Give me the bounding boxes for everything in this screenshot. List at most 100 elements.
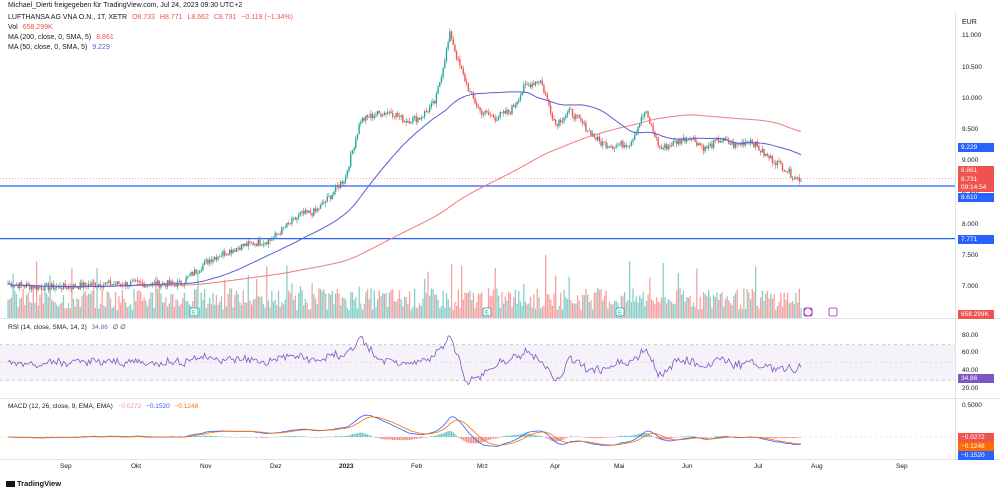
candle [459, 59, 461, 66]
candle [410, 122, 412, 124]
volume-bar [116, 309, 118, 318]
volume-bar [388, 292, 391, 318]
macd-histogram-bar [513, 434, 515, 437]
volume-bar [778, 301, 780, 318]
volume-bar [780, 292, 782, 318]
volume-bar [197, 273, 199, 318]
volume-bar [729, 303, 732, 318]
volume-bar [602, 300, 604, 318]
candle [432, 100, 434, 104]
volume-bar [548, 294, 550, 318]
candle [749, 139, 752, 144]
macd-histogram-bar [578, 436, 580, 437]
candle [620, 141, 622, 145]
volume-bar [259, 296, 261, 318]
macd-histogram-bar [598, 437, 600, 438]
macd-legend: MACD (12, 26, close, 9, EMA, EMA) −0.027… [8, 403, 198, 410]
volume-bar [203, 289, 206, 318]
candle [731, 142, 733, 145]
macd-histogram-bar [393, 437, 395, 441]
candle [425, 111, 428, 113]
candle [124, 282, 127, 286]
ma50-line [7, 91, 802, 288]
volume-bar [210, 303, 212, 318]
volume-bar [783, 292, 785, 318]
candle [34, 285, 36, 289]
macd-histogram-bar [687, 436, 689, 437]
candle [729, 143, 732, 145]
rsi-tag: 34.86 [958, 374, 994, 383]
macd-histogram-bar [575, 436, 577, 437]
macd-histogram-bar [361, 432, 364, 437]
macd-hist-tag: −0.0272 [958, 433, 994, 442]
macd-histogram-bar [555, 437, 557, 442]
volume-bar [264, 307, 266, 318]
candle [98, 284, 100, 287]
volume-bar [266, 266, 268, 318]
volume-bar [639, 295, 641, 318]
candle [662, 147, 664, 149]
macd-histogram-bar [435, 435, 437, 437]
volume-bar [455, 305, 458, 318]
volume-bar [640, 298, 643, 318]
time-tick-label: Mrz [477, 463, 488, 470]
macd-histogram-bar [400, 437, 402, 440]
macd-histogram-bar [413, 437, 416, 439]
candle [612, 146, 614, 149]
volume-bar [580, 309, 582, 318]
candle [489, 114, 491, 116]
macd-histogram-bar [550, 437, 552, 441]
volume-bar [217, 304, 219, 318]
volume-bar [736, 289, 738, 318]
earnings-marker-icon [482, 307, 492, 317]
volume-bar [593, 292, 596, 318]
macd-histogram-bar [623, 435, 626, 437]
candle [672, 141, 674, 147]
volume-bar [684, 301, 686, 318]
macd-histogram-bar [662, 437, 664, 441]
candle [170, 281, 172, 285]
candle [114, 283, 117, 285]
candle [734, 143, 737, 148]
candle [77, 287, 80, 290]
volume-bar [637, 302, 639, 318]
macd-label: MACD (12, 26, close, 9, EMA, EMA) [8, 403, 113, 410]
earnings-marker-icon [615, 307, 625, 317]
volume-bar [724, 299, 727, 318]
candle [600, 141, 602, 146]
volume-bar [432, 289, 434, 318]
macd-histogram-bar [657, 437, 659, 440]
candle [583, 122, 585, 124]
volume-bar [659, 302, 661, 318]
volume-bar [408, 291, 411, 318]
tradingview-logo[interactable]: TradingView [6, 479, 61, 488]
macd-histogram-bar [377, 437, 379, 438]
candle [706, 146, 708, 149]
macd-signal-value: −0.1248 [174, 403, 199, 410]
time-tick-label: Feb [411, 463, 423, 470]
volume-bar [301, 290, 303, 318]
candle [764, 153, 767, 156]
volume-bar [739, 304, 742, 318]
volume-bar [696, 268, 698, 318]
macd-histogram-bar [459, 437, 461, 439]
volume-bar [61, 302, 63, 318]
volume-bar [429, 295, 431, 318]
volume-bar [713, 294, 715, 318]
volume-bar [471, 299, 473, 318]
candle [134, 280, 137, 282]
volume-bar [161, 302, 164, 318]
volume-bar [257, 296, 260, 318]
macd-histogram-bar [407, 437, 409, 441]
candle [702, 145, 705, 152]
volume-bar [770, 293, 772, 318]
macd-histogram-bar [261, 437, 263, 438]
candle [430, 103, 433, 107]
volume-bar [336, 288, 338, 318]
candle [67, 286, 70, 290]
macd-histogram-bar [193, 435, 196, 437]
macd-histogram-bar [766, 437, 768, 439]
candle [775, 163, 777, 166]
volume-bar [286, 265, 288, 318]
